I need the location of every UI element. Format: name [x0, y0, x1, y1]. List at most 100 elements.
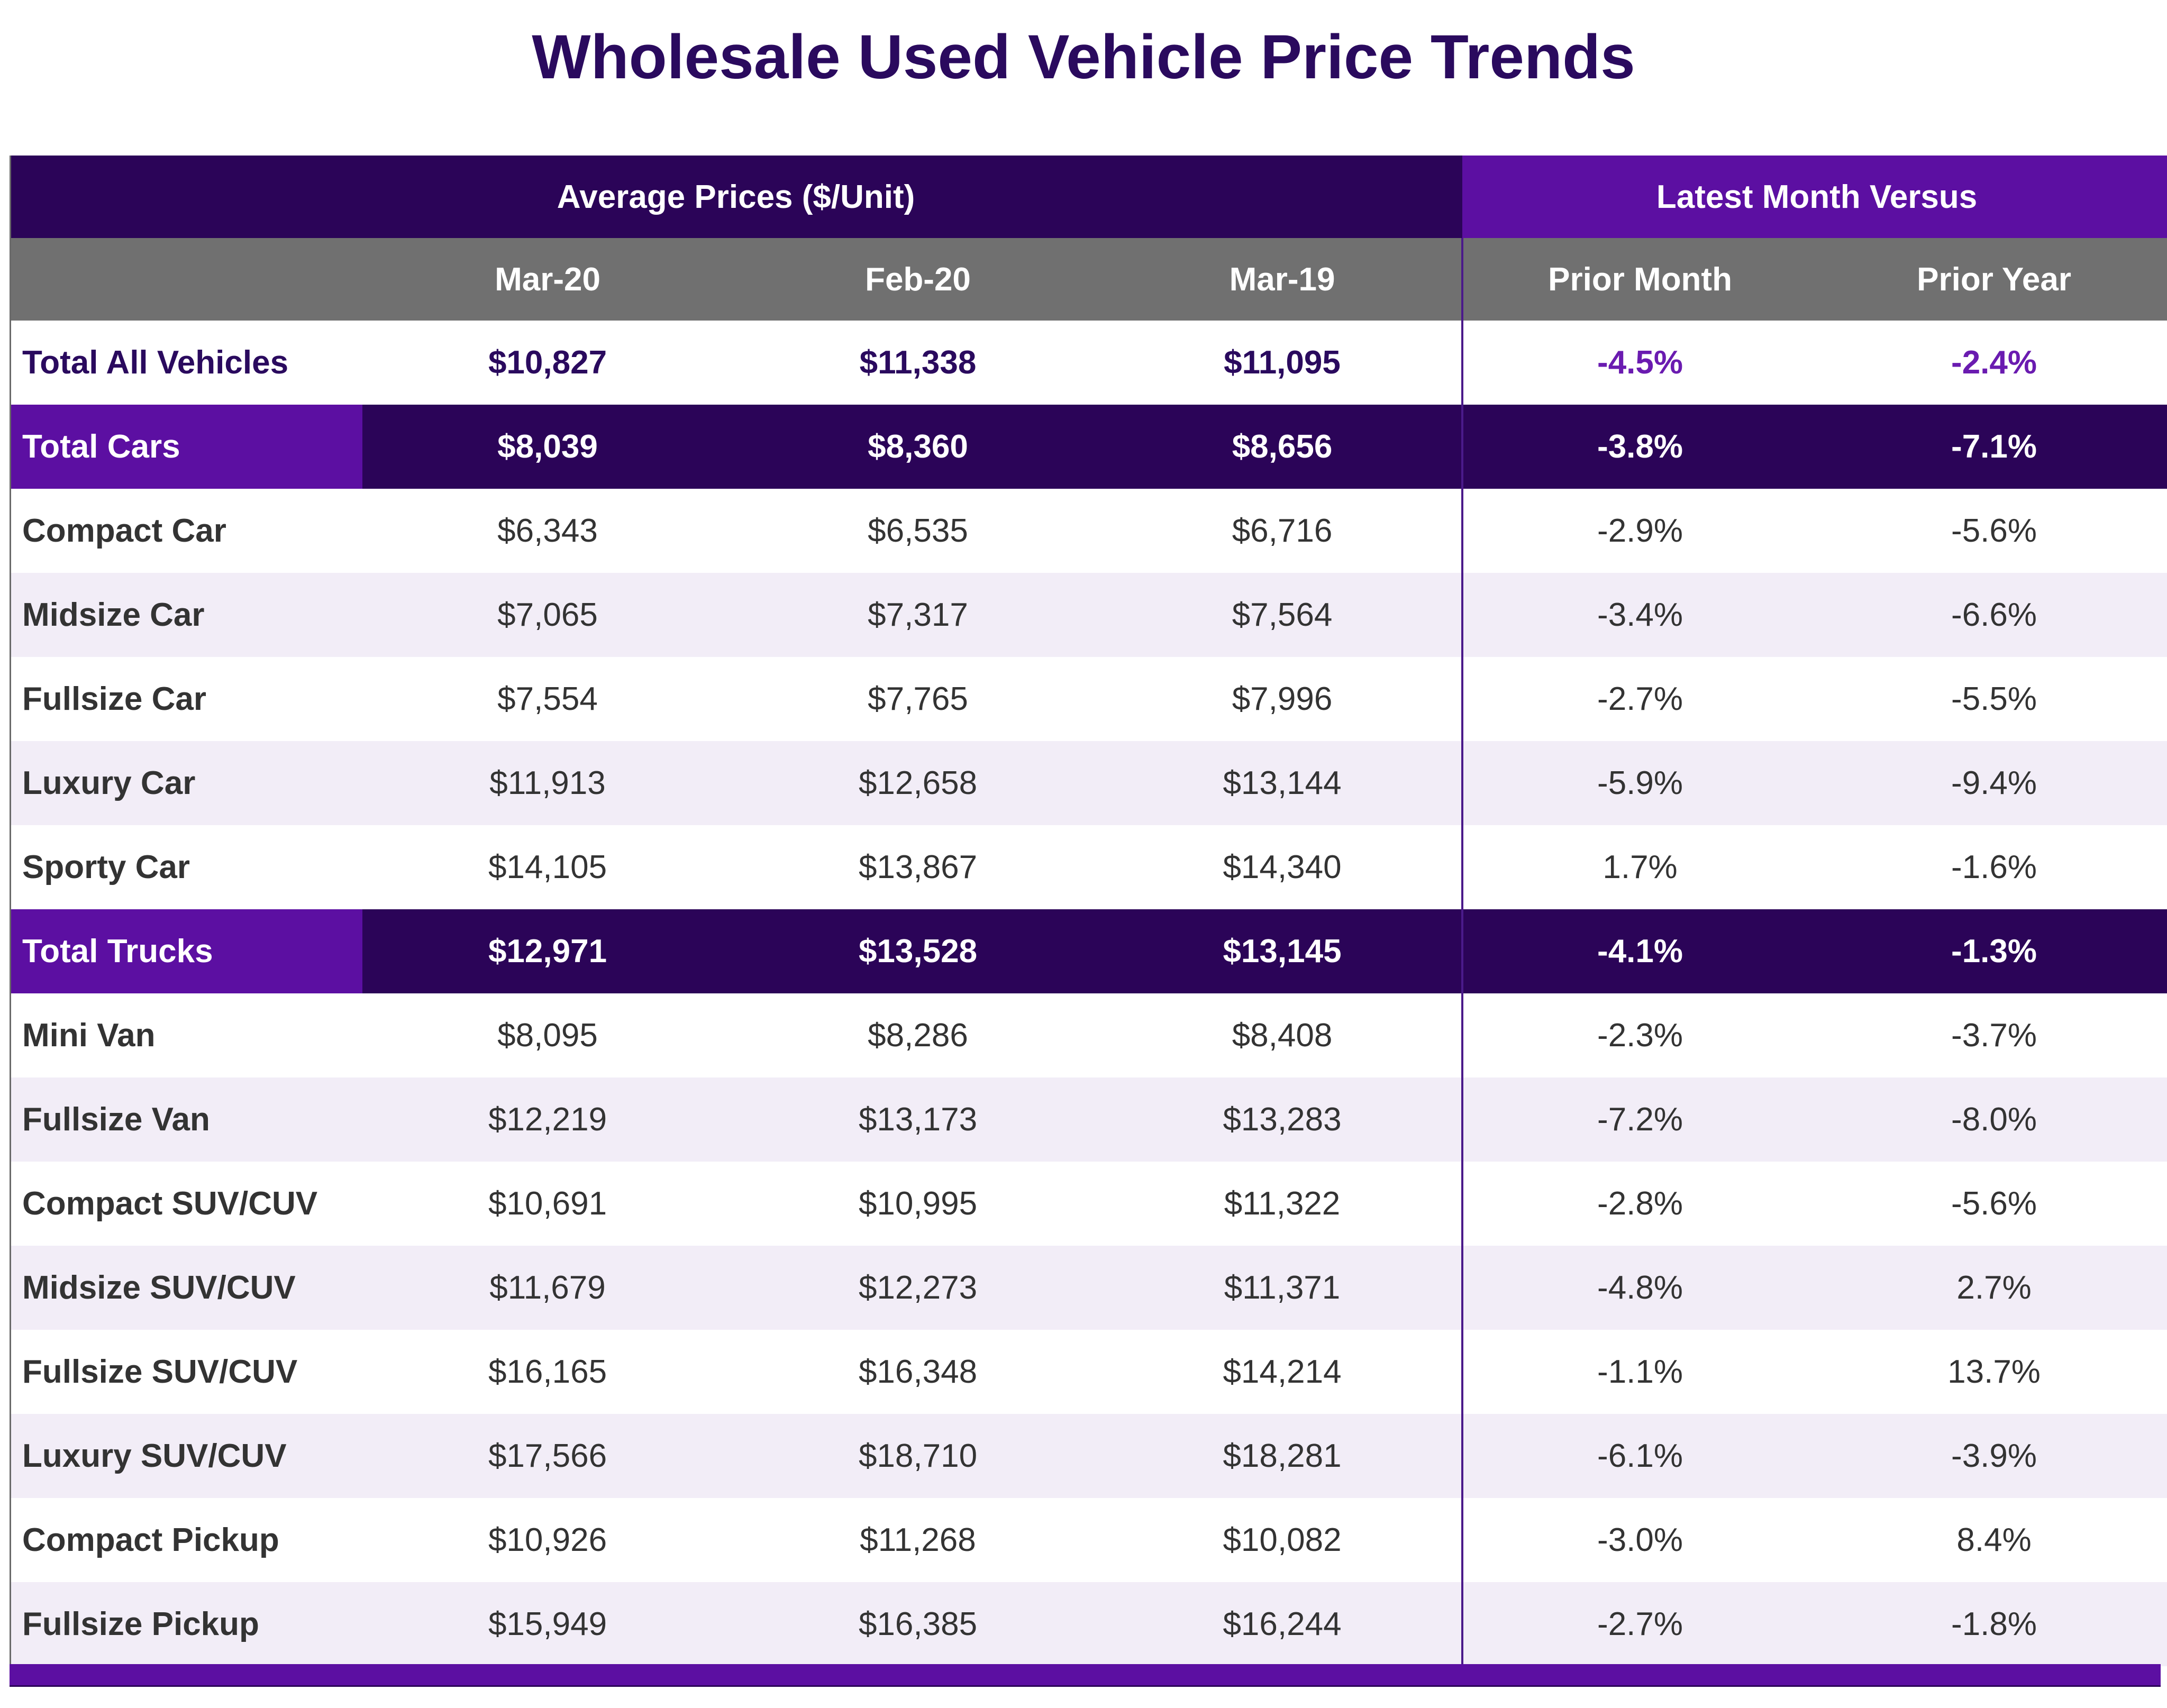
- prior-year-change-cell: 13.7%: [1817, 1330, 2167, 1414]
- table-row: Fullsize Pickup $15,949 $16,385 $16,244 -2.7…: [10, 1582, 2167, 1666]
- row-label: Total Trucks: [10, 909, 362, 993]
- prior-year-change-cell: -1.8%: [1817, 1582, 2167, 1666]
- mar-19-value-cell: $8,656: [1103, 405, 1463, 489]
- price-trends-table: Average Prices ($/Unit) Latest Month Ver…: [10, 156, 2167, 1666]
- prior-month-change-cell: -4.1%: [1461, 909, 1817, 993]
- average-prices-header: Average Prices ($/Unit): [10, 156, 1463, 238]
- mar-20-value-cell: $14,105: [362, 825, 733, 909]
- row-label: Mini Van: [10, 993, 362, 1077]
- prior-month-change-cell: -2.3%: [1461, 993, 1817, 1077]
- feb-20-value-cell: $8,286: [733, 993, 1103, 1077]
- prior-month-change-cell: -3.4%: [1461, 573, 1817, 657]
- mar-19-value-cell: $11,371: [1103, 1246, 1463, 1330]
- feb-20-value-cell: $13,173: [733, 1077, 1103, 1162]
- table-row: Mini Van $8,095 $8,286 $8,408 -2.3% -3.7%: [10, 993, 2167, 1077]
- table-row: Luxury SUV/CUV $17,566 $18,710 $18,281 -6.1%…: [10, 1414, 2167, 1498]
- mar-20-value-cell: $12,971: [362, 909, 733, 993]
- table-row: Compact Pickup $10,926 $11,268 $10,082 -3.0%…: [10, 1498, 2167, 1582]
- row-label: Total Cars: [10, 405, 362, 489]
- prior-month-change-cell: -7.2%: [1461, 1077, 1817, 1162]
- feb-20-value-cell: $11,338: [733, 321, 1103, 405]
- row-label: Luxury SUV/CUV: [10, 1414, 362, 1498]
- prior-year-change-cell: -8.0%: [1817, 1077, 2167, 1162]
- feb-20-value-cell: $13,867: [733, 825, 1103, 909]
- table-row: Luxury Car $11,913 $12,658 $13,144 -5.9% -9.4…: [10, 741, 2167, 825]
- row-label: Total All Vehicles: [10, 321, 362, 405]
- column-header-prior-year: Prior Year: [1817, 238, 2167, 321]
- mar-20-value-cell: $8,095: [362, 993, 733, 1077]
- row-label: Luxury Car: [10, 741, 362, 825]
- mar-19-value-cell: $13,145: [1103, 909, 1463, 993]
- column-header-mar-19: Mar-19: [1103, 238, 1463, 321]
- prior-month-change-cell: -1.1%: [1461, 1330, 1817, 1414]
- prior-month-change-cell: -2.7%: [1461, 657, 1817, 741]
- mar-19-value-cell: $14,340: [1103, 825, 1463, 909]
- mar-20-value-cell: $17,566: [362, 1414, 733, 1498]
- table-row: Compact SUV/CUV $10,691 $10,995 $11,322 -2.8…: [10, 1162, 2167, 1246]
- mar-19-value-cell: $7,564: [1103, 573, 1463, 657]
- prior-month-change-cell: -2.8%: [1461, 1162, 1817, 1246]
- table-row: Midsize SUV/CUV $11,679 $12,273 $11,371 -4.8…: [10, 1246, 2167, 1330]
- row-label: Fullsize Van: [10, 1077, 362, 1162]
- row-label: Midsize SUV/CUV: [10, 1246, 362, 1330]
- prior-month-change-cell: -4.5%: [1461, 321, 1817, 405]
- feb-20-value-cell: $18,710: [733, 1414, 1103, 1498]
- row-label: Fullsize Pickup: [10, 1582, 362, 1666]
- mar-19-value-cell: $13,144: [1103, 741, 1463, 825]
- prior-year-change-cell: 8.4%: [1817, 1498, 2167, 1582]
- table-bottom-bar: [10, 1664, 2161, 1687]
- feb-20-value-cell: $8,360: [733, 405, 1103, 489]
- table-row: Compact Car $6,343 $6,535 $6,716 -2.9% -5.6%: [10, 489, 2167, 573]
- prior-year-change-cell: -5.5%: [1817, 657, 2167, 741]
- price-table-container: Average Prices ($/Unit) Latest Month Ver…: [10, 156, 2167, 1666]
- latest-month-versus-header: Latest Month Versus: [1462, 156, 2167, 238]
- prior-year-change-cell: -1.6%: [1817, 825, 2167, 909]
- mar-20-value-cell: $7,065: [362, 573, 733, 657]
- feb-20-value-cell: $16,348: [733, 1330, 1103, 1414]
- column-header-row: Mar-20 Feb-20 Mar-19 Prior Month Prior Y…: [10, 238, 2167, 321]
- row-label: Midsize Car: [10, 573, 362, 657]
- mar-20-value-cell: $6,343: [362, 489, 733, 573]
- column-header-feb-20: Feb-20: [733, 238, 1103, 321]
- prior-year-change-cell: -2.4%: [1817, 321, 2167, 405]
- mar-20-value-cell: $8,039: [362, 405, 733, 489]
- prior-month-change-cell: -6.1%: [1461, 1414, 1817, 1498]
- prior-month-change-cell: -2.7%: [1461, 1582, 1817, 1666]
- prior-year-change-cell: -1.3%: [1817, 909, 2167, 993]
- mar-20-value-cell: $10,691: [362, 1162, 733, 1246]
- mar-20-value-cell: $12,219: [362, 1077, 733, 1162]
- chart-title: Wholesale Used Vehicle Price Trends: [532, 22, 1635, 92]
- section-row: Total Trucks $12,971 $13,528 $13,145 -4.1% -1…: [10, 909, 2167, 993]
- prior-year-change-cell: -7.1%: [1817, 405, 2167, 489]
- group-header-row: Average Prices ($/Unit) Latest Month Ver…: [10, 156, 2167, 238]
- feb-20-value-cell: $11,268: [733, 1498, 1103, 1582]
- table-row: Fullsize Van $12,219 $13,173 $13,283 -7.2% -8…: [10, 1077, 2167, 1162]
- column-header-mar-20: Mar-20: [362, 238, 733, 321]
- mar-19-value-cell: $14,214: [1103, 1330, 1463, 1414]
- prior-month-change-cell: -2.9%: [1461, 489, 1817, 573]
- mar-20-value-cell: $16,165: [362, 1330, 733, 1414]
- table-body: Total All Vehicles $10,827 $11,338 $11,095-…: [10, 321, 2167, 1666]
- feb-20-value-cell: $16,385: [733, 1582, 1103, 1666]
- mar-19-value-cell: $8,408: [1103, 993, 1463, 1077]
- mar-20-value-cell: $7,554: [362, 657, 733, 741]
- mar-19-value-cell: $7,996: [1103, 657, 1463, 741]
- column-header-label: [10, 238, 362, 321]
- mar-19-value-cell: $11,095: [1103, 321, 1463, 405]
- feb-20-value-cell: $7,765: [733, 657, 1103, 741]
- prior-month-change-cell: 1.7%: [1461, 825, 1817, 909]
- mar-19-value-cell: $13,283: [1103, 1077, 1463, 1162]
- mar-20-value-cell: $11,679: [362, 1246, 733, 1330]
- prior-month-change-cell: -4.8%: [1461, 1246, 1817, 1330]
- table-row: Midsize Car $7,065 $7,317 $7,564 -3.4% -6.6%: [10, 573, 2167, 657]
- prior-year-change-cell: -5.6%: [1817, 1162, 2167, 1246]
- mar-20-value-cell: $11,913: [362, 741, 733, 825]
- feb-20-value-cell: $12,658: [733, 741, 1103, 825]
- prior-year-change-cell: -9.4%: [1817, 741, 2167, 825]
- row-label: Fullsize SUV/CUV: [10, 1330, 362, 1414]
- feb-20-value-cell: $13,528: [733, 909, 1103, 993]
- table-row: Sporty Car $14,105 $13,867 $14,340 1.7% -1.6%: [10, 825, 2167, 909]
- row-label: Compact Car: [10, 489, 362, 573]
- prior-year-change-cell: 2.7%: [1817, 1246, 2167, 1330]
- prior-year-change-cell: -5.6%: [1817, 489, 2167, 573]
